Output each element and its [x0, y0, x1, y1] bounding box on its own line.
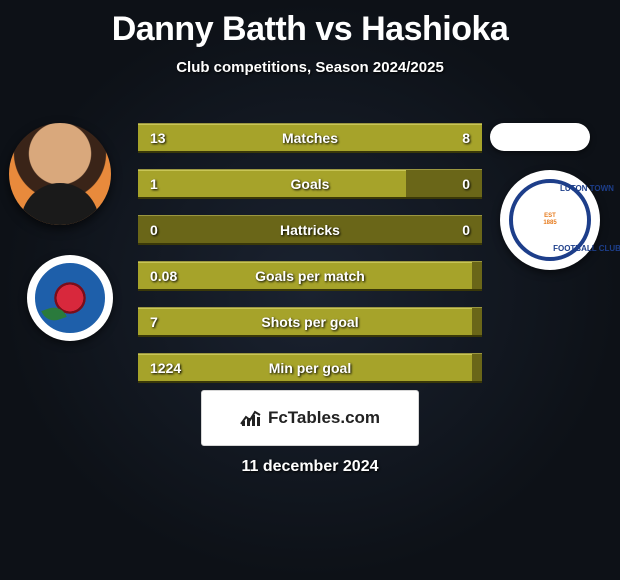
page-subtitle: Club competitions, Season 2024/2025 — [0, 59, 620, 76]
stat-row: 1Goals0 — [138, 169, 482, 199]
stat-bars: 13Matches81Goals00Hattricks00.08Goals pe… — [138, 123, 482, 399]
stat-label: Goals — [138, 176, 482, 192]
player-right-avatar — [490, 123, 590, 151]
stat-value-right: 8 — [462, 130, 470, 146]
player-left-avatar — [9, 123, 111, 225]
stat-label: Hattricks — [138, 222, 482, 238]
stat-row: 7Shots per goal — [138, 307, 482, 337]
watermark: FcTables.com — [201, 390, 419, 446]
watermark-text: FcTables.com — [268, 408, 380, 428]
stat-row: 0Hattricks0 — [138, 215, 482, 245]
stat-label: Matches — [138, 130, 482, 146]
club-crest-left — [27, 255, 113, 341]
date-label: 11 december 2024 — [0, 458, 620, 476]
club-crest-right: LUTON TOWN FOOTBALL CLUB EST1885 — [500, 170, 600, 270]
stat-value-right: 0 — [462, 222, 470, 238]
stat-row: 0.08Goals per match — [138, 261, 482, 291]
stat-label: Goals per match — [138, 268, 482, 284]
chart-icon — [240, 409, 262, 427]
stat-row: 1224Min per goal — [138, 353, 482, 383]
stat-label: Shots per goal — [138, 314, 482, 330]
stat-row: 13Matches8 — [138, 123, 482, 153]
stat-label: Min per goal — [138, 360, 482, 376]
page-title: Danny Batth vs Hashioka — [0, 0, 620, 49]
stat-value-right: 0 — [462, 176, 470, 192]
